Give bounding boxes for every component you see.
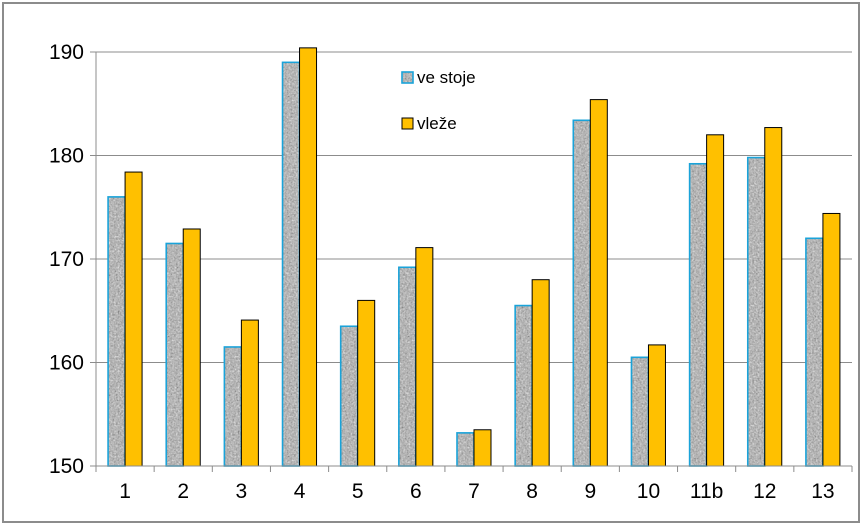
x-tick-label: 2 (177, 480, 189, 503)
x-tick-label: 7 (468, 480, 480, 503)
legend-swatch-ve-stoje (401, 71, 414, 84)
bar-ve-stoje-1 (107, 196, 126, 467)
bar-ve-stoje-4 (281, 61, 301, 467)
bar-vleže-13 (822, 212, 841, 467)
bar-vleže-4 (299, 47, 318, 467)
bar-ve-stoje-6 (398, 266, 417, 467)
x-tick-label: 10 (637, 480, 660, 503)
y-tick-label: 170 (49, 248, 84, 271)
bar-ve-stoje-8 (514, 304, 533, 467)
x-tick-label: 13 (811, 480, 834, 503)
y-tick-label: 150 (49, 455, 84, 478)
bar-vleže-3 (240, 319, 259, 467)
x-tick-label: 6 (410, 480, 422, 503)
bar-vleže-1 (124, 171, 143, 467)
bar-ve-stoje-11b (688, 162, 708, 467)
bar-vleže-8 (531, 279, 550, 467)
x-tick-label: 5 (352, 480, 364, 503)
legend-label-ve-stoje: ve stoje (417, 68, 476, 87)
bar-ve-stoje-3 (223, 346, 243, 467)
bar-vleže-12 (764, 127, 783, 467)
y-tick-label: 160 (49, 352, 84, 375)
x-tick-label: 12 (753, 480, 776, 503)
bar-ve-stoje-13 (805, 237, 824, 467)
bar-ve-stoje-9 (572, 119, 592, 467)
bar-vleže-6 (415, 247, 434, 467)
legend-swatch-vleze (401, 117, 414, 130)
bar-ve-stoje-2 (165, 242, 185, 467)
legend-label-vleze: vleže (417, 114, 457, 133)
x-tick-label: 11b (690, 480, 723, 503)
bar-ve-stoje-5 (339, 325, 359, 467)
bar-vleže-7 (473, 429, 492, 467)
x-tick-label: 9 (584, 480, 596, 503)
bar-ve-stoje-12 (746, 156, 766, 467)
bar-vleže-2 (182, 228, 201, 467)
bar-ve-stoje-7 (456, 432, 475, 467)
bar-vleže-11b (706, 134, 725, 467)
y-tick-label: 190 (49, 41, 84, 64)
x-tick-label: 4 (294, 480, 306, 503)
x-tick-label: 8 (526, 480, 538, 503)
bar-vleže-9 (589, 99, 608, 467)
x-tick-label: 3 (236, 480, 248, 503)
y-tick-label: 180 (49, 145, 84, 168)
bar-vleže-5 (357, 299, 376, 467)
x-tick-label: 1 (119, 480, 131, 503)
bar-ve-stoje-10 (630, 356, 650, 467)
bar-vleže-10 (647, 344, 666, 467)
